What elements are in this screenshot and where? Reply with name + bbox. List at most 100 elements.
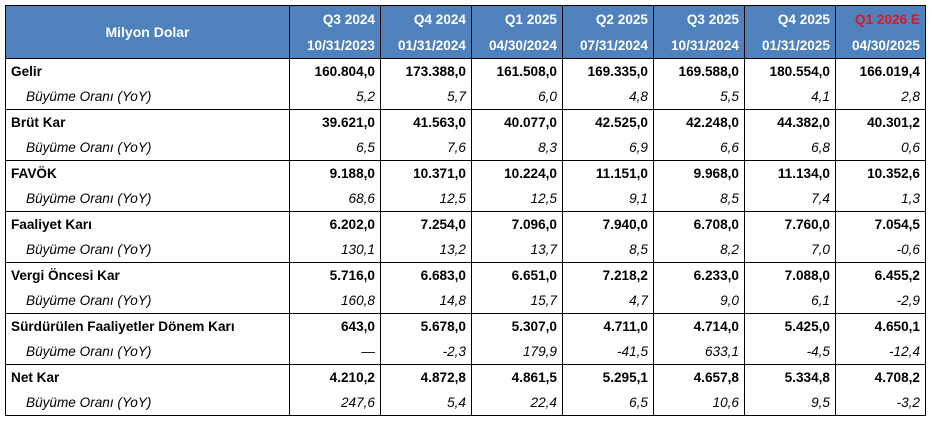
- growth-value: 8,5: [562, 237, 654, 263]
- growth-row: Büyüme Oranı (YoY) — -2,3 179,9 -41,5 633,1 -4…: [5, 339, 926, 365]
- metric-value: 7.096,0: [471, 211, 563, 237]
- growth-label: Büyüme Oranı (YoY): [5, 135, 290, 161]
- metric-value: 9.968,0: [653, 160, 745, 186]
- metric-value: 6.202,0: [289, 211, 381, 237]
- quarter-header: Q1 2025: [471, 5, 563, 32]
- growth-value: 2,8: [835, 84, 926, 110]
- metric-value: 6.651,0: [471, 262, 563, 288]
- metric-value: 10.224,0: [471, 160, 563, 186]
- growth-value: 5,2: [289, 84, 381, 110]
- growth-value: 6,5: [562, 390, 654, 416]
- growth-value: 179,9: [471, 339, 563, 365]
- metric-label: Faaliyet Karı: [5, 211, 290, 237]
- quarter-header: Q4 2024: [380, 5, 472, 32]
- growth-row: Büyüme Oranı (YoY) 247,6 5,4 22,4 6,5 10,6 9,5…: [5, 390, 926, 416]
- growth-value: 633,1: [653, 339, 745, 365]
- growth-value: -3,2: [835, 390, 926, 416]
- metric-value: 6.683,0: [380, 262, 472, 288]
- quarter-header: Q3 2025: [653, 5, 745, 32]
- growth-value: -4,5: [744, 339, 836, 365]
- metric-value: 7.760,0: [744, 211, 836, 237]
- period-date-header: 01/31/2024: [380, 32, 472, 59]
- growth-value: 160,8: [289, 288, 381, 314]
- unit-label: Milyon Dolar: [5, 5, 290, 59]
- metric-value: 160.804,0: [289, 58, 381, 84]
- growth-value: 4,1: [744, 84, 836, 110]
- quarter-header: Q2 2025: [562, 5, 654, 32]
- growth-value: 5,7: [380, 84, 472, 110]
- growth-value: 6,9: [562, 135, 654, 161]
- metric-value: 5.716,0: [289, 262, 381, 288]
- growth-value: 8,5: [653, 186, 745, 212]
- metric-value: 39.621,0: [289, 109, 381, 135]
- quarter-header: Q3 2024: [289, 5, 381, 32]
- metric-value: 10.371,0: [380, 160, 472, 186]
- growth-value: 12,5: [380, 186, 472, 212]
- metric-value: 40.301,2: [835, 109, 926, 135]
- table-body: Gelir 160.804,0 173.388,0 161.508,0 169.335,…: [5, 58, 926, 416]
- metric-value: 4.861,5: [471, 364, 563, 390]
- period-date-header: 10/31/2024: [653, 32, 745, 59]
- growth-row: Büyüme Oranı (YoY) 6,5 7,6 8,3 6,9 6,6 6,8 0,6: [5, 135, 926, 161]
- growth-value: 6,5: [289, 135, 381, 161]
- metric-label: Gelir: [5, 58, 290, 84]
- metric-value: 180.554,0: [744, 58, 836, 84]
- growth-value: 130,1: [289, 237, 381, 263]
- growth-value: 12,5: [471, 186, 563, 212]
- growth-label: Büyüme Oranı (YoY): [5, 237, 290, 263]
- growth-label: Büyüme Oranı (YoY): [5, 288, 290, 314]
- growth-value: 0,6: [835, 135, 926, 161]
- metric-value: 41.563,0: [380, 109, 472, 135]
- metric-row: Gelir 160.804,0 173.388,0 161.508,0 169.335,…: [5, 58, 926, 84]
- metric-value: 42.525,0: [562, 109, 654, 135]
- period-date-header: 10/31/2023: [289, 32, 381, 59]
- metric-value: 4.650,1: [835, 313, 926, 339]
- growth-value: -41,5: [562, 339, 654, 365]
- metric-value: 42.248,0: [653, 109, 745, 135]
- growth-value: 6,0: [471, 84, 563, 110]
- growth-value: 6,1: [744, 288, 836, 314]
- metric-value: 5.307,0: [471, 313, 563, 339]
- metric-value: 6.708,0: [653, 211, 745, 237]
- metric-row: Vergi Öncesi Kar 5.716,0 6.683,0 6.651,0 7.2…: [5, 262, 926, 288]
- growth-label: Büyüme Oranı (YoY): [5, 390, 290, 416]
- metric-value: 169.335,0: [562, 58, 654, 84]
- growth-value: 4,7: [562, 288, 654, 314]
- metric-value: 9.188,0: [289, 160, 381, 186]
- growth-value: 6,8: [744, 135, 836, 161]
- growth-value: 5,5: [653, 84, 745, 110]
- growth-value: 7,4: [744, 186, 836, 212]
- period-date-header: 04/30/2025: [835, 32, 926, 59]
- quarter-header: Q1 2026 E: [835, 5, 926, 32]
- growth-value: 9,0: [653, 288, 745, 314]
- financial-table-container: Milyon Dolar Q3 2024 Q4 2024 Q1 2025 Q2 202…: [5, 5, 926, 416]
- metric-label: FAVÖK: [5, 160, 290, 186]
- metric-value: 161.508,0: [471, 58, 563, 84]
- growth-value: 14,8: [380, 288, 472, 314]
- growth-value: 8,2: [653, 237, 745, 263]
- metric-value: 5.295,1: [562, 364, 654, 390]
- growth-label: Büyüme Oranı (YoY): [5, 84, 290, 110]
- growth-row: Büyüme Oranı (YoY) 130,1 13,2 13,7 8,5 8,2 7,0…: [5, 237, 926, 263]
- metric-value: 11.151,0: [562, 160, 654, 186]
- metric-value: 166.019,4: [835, 58, 926, 84]
- metric-row: Sürdürülen Faaliyetler Dönem Karı 643,0 5.…: [5, 313, 926, 339]
- metric-value: 6.233,0: [653, 262, 745, 288]
- metric-value: 5.425,0: [744, 313, 836, 339]
- metric-label: Brüt Kar: [5, 109, 290, 135]
- metric-value: 7.088,0: [744, 262, 836, 288]
- growth-value: 9,1: [562, 186, 654, 212]
- metric-row: FAVÖK 9.188,0 10.371,0 10.224,0 11.151,0 9.96…: [5, 160, 926, 186]
- growth-value: -12,4: [835, 339, 926, 365]
- metric-value: 5.334,8: [744, 364, 836, 390]
- metric-value: 7.218,2: [562, 262, 654, 288]
- growth-value: —: [289, 339, 381, 365]
- metric-row: Net Kar 4.210,2 4.872,8 4.861,5 5.295,1 4.657…: [5, 364, 926, 390]
- metric-value: 4.714,0: [653, 313, 745, 339]
- metric-value: 4.711,0: [562, 313, 654, 339]
- growth-row: Büyüme Oranı (YoY) 160,8 14,8 15,7 4,7 9,0 6,1…: [5, 288, 926, 314]
- metric-label: Net Kar: [5, 364, 290, 390]
- metric-value: 10.352,6: [835, 160, 926, 186]
- metric-value: 6.455,2: [835, 262, 926, 288]
- growth-value: 247,6: [289, 390, 381, 416]
